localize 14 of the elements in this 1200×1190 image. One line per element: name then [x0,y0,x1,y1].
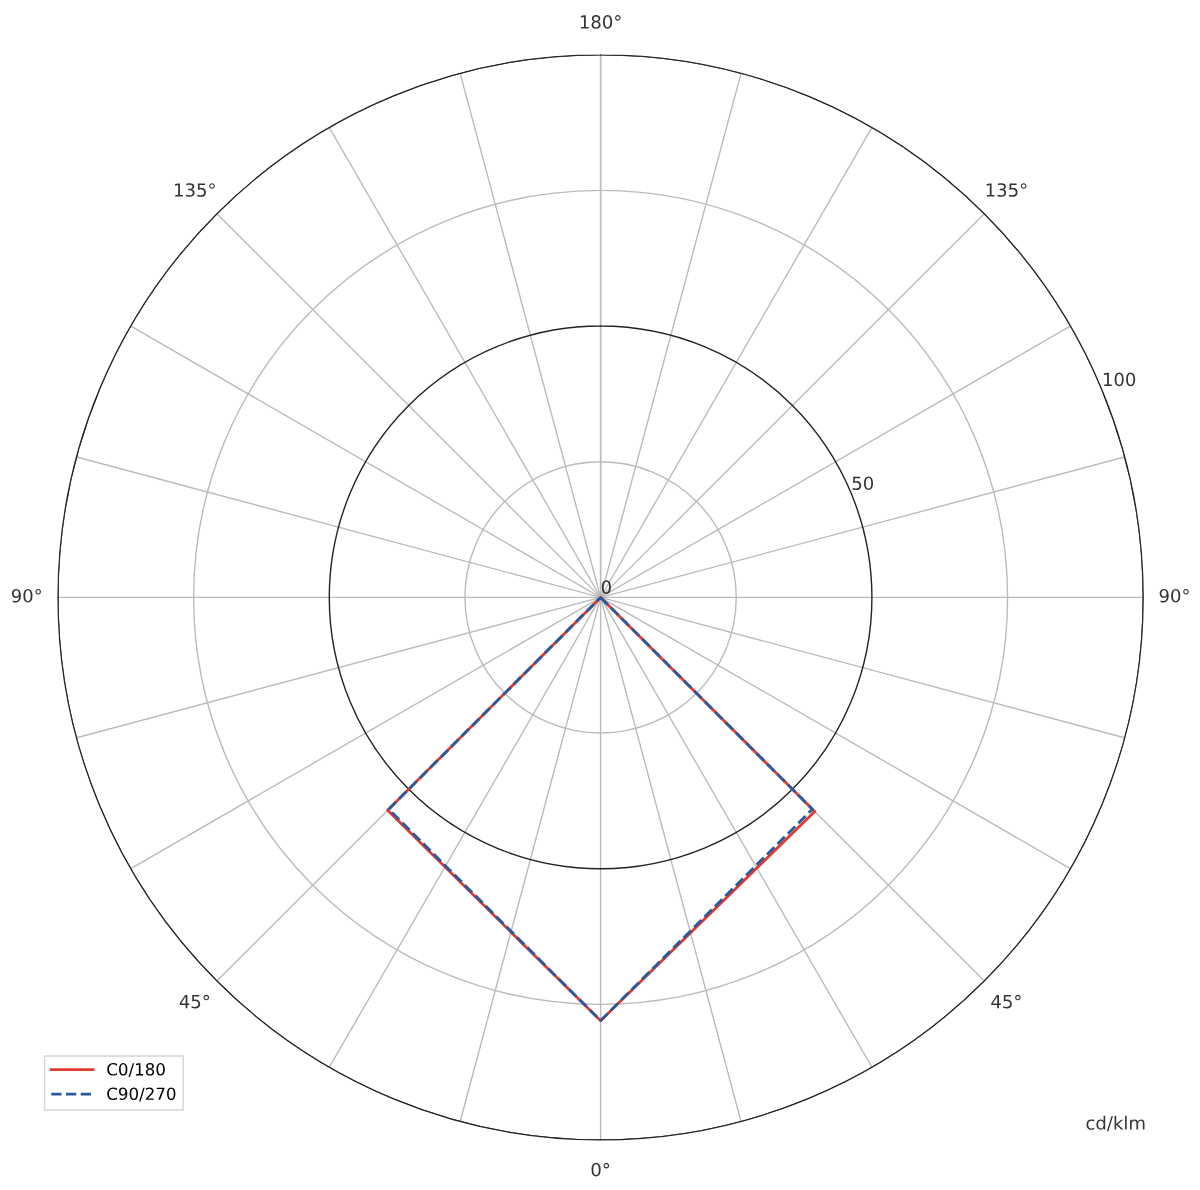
spoke-label: 135° [175,183,215,197]
spoke-label: 0° [591,1162,610,1177]
spoke-label: 180° [580,15,621,29]
spoke-label: 90° [11,588,41,603]
legend-label: C90/270 [107,1087,176,1102]
y-tick-label: 0 [601,580,611,594]
legend-label: C0/180 [107,1063,165,1077]
y-tick-label: 50 [852,476,874,491]
spoke-label: 135° [986,183,1027,197]
spoke-label: 90° [1159,588,1189,603]
y-tick-label: 100 [1103,372,1136,387]
text: cd/klm [1086,1115,1145,1132]
spoke-label: 45° [179,994,210,1009]
spoke-label: 45° [991,994,1021,1009]
